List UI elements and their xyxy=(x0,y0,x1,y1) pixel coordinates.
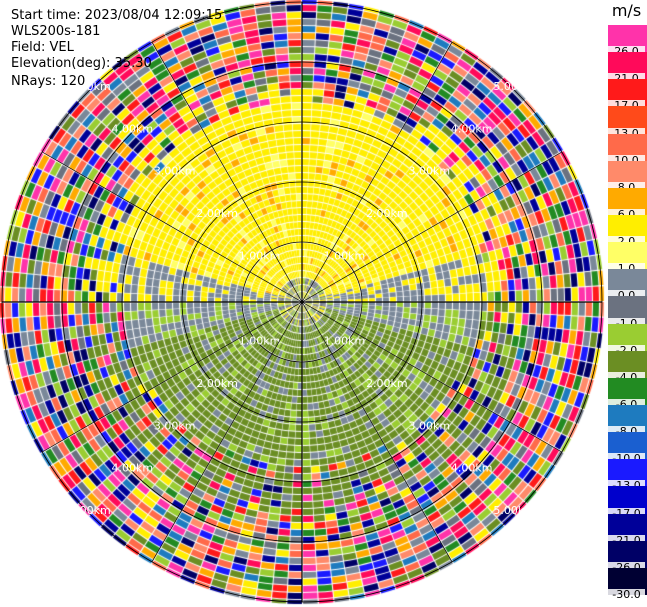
range-ring-label: 5.00km xyxy=(493,80,535,93)
field-label: Field: VEL xyxy=(11,40,74,55)
instrument-label: WLS200s-181 xyxy=(11,24,101,39)
range-ring-label: 5.00km xyxy=(69,80,111,93)
start-time-label: Start time: 2023/08/04 12:09:15 xyxy=(11,8,223,23)
range-ring-label: 1.00km xyxy=(324,334,366,347)
range-ring-label: 5.00km xyxy=(69,504,111,517)
colorbar-unit: m/s xyxy=(611,1,642,20)
azimuth-line xyxy=(301,301,562,453)
range-ring-label: 4.00km xyxy=(112,122,154,135)
azimuth-line xyxy=(151,301,303,562)
range-ring-overlay: 1.00km 1.00km 1.00km 1.00km 2.00km 2.00km 2.00… xyxy=(1,1,603,603)
range-ring-label: 3.00km xyxy=(154,419,196,432)
range-ring-label: 3.00km xyxy=(408,419,450,432)
range-ring-label: 4.00km xyxy=(451,462,493,475)
azimuth-line xyxy=(42,151,303,303)
nrays-label: NRays: 120 xyxy=(11,74,86,89)
azimuth-line xyxy=(301,151,562,303)
velocity-colorbar: 26.021.017.013.010.08.06.02.01.00.0-1.0-… xyxy=(608,25,647,601)
range-ring-label: 4.00km xyxy=(451,122,493,135)
range-ring-label: 2.00km xyxy=(366,207,408,220)
azimuth-line xyxy=(301,42,453,303)
colorbar-tick-label: -30.0 xyxy=(608,589,645,601)
range-ring-label: 4.00km xyxy=(112,462,154,475)
range-ring-label: 2.00km xyxy=(196,207,238,220)
azimuth-line xyxy=(42,301,303,453)
range-ring-label: 2.00km xyxy=(366,377,408,390)
range-ring-label: 2.00km xyxy=(196,377,238,390)
azimuth-line xyxy=(301,301,453,562)
range-ring-label: 1.00km xyxy=(239,334,281,347)
range-ring-label: 5.00km xyxy=(493,504,535,517)
elevation-label: Elevation(deg): 35.30 xyxy=(11,56,152,71)
azimuth-line xyxy=(151,42,303,303)
range-ring-label: 1.00km xyxy=(239,250,281,263)
range-ring-label: 3.00km xyxy=(408,165,450,178)
range-ring-label: 3.00km xyxy=(154,165,196,178)
range-ring-label: 1.00km xyxy=(324,250,366,263)
